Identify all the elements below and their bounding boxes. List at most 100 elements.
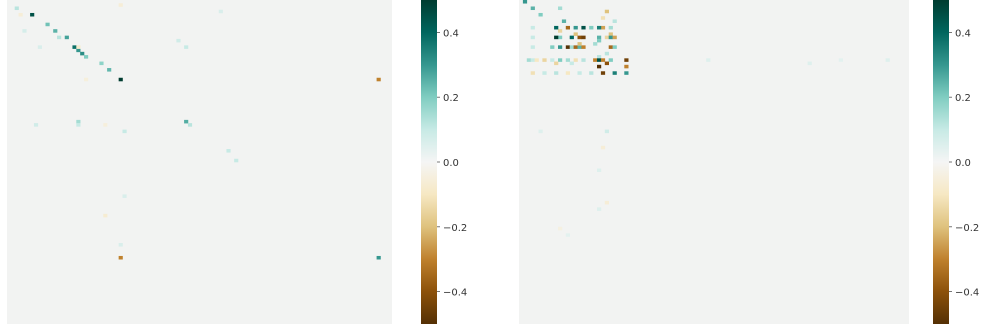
heatmap-cell [604, 51, 609, 56]
heatmap-cell [600, 145, 606, 150]
heatmap-cell [76, 119, 81, 124]
heatmap-cell [76, 48, 81, 53]
heatmap-cell [573, 25, 578, 30]
heatmap-cell [554, 25, 559, 30]
heatmap-cell [885, 58, 890, 62]
heatmap-cell [72, 45, 77, 49]
heatmap-cell [558, 58, 563, 62]
heatmap-cell [376, 77, 381, 82]
heatmap-cell [608, 25, 613, 30]
heatmap-cell [84, 77, 89, 82]
colorbar-tick-label: −0.2 [443, 223, 467, 234]
heatmap-cell [581, 58, 586, 62]
heatmap-cell [597, 58, 602, 62]
heatmap-cell [597, 207, 602, 211]
heatmap-cell [624, 71, 629, 75]
heatmap-cell [176, 38, 181, 43]
heatmap-cell [589, 71, 594, 75]
heatmap-cell [534, 58, 539, 62]
heatmap-cell [600, 25, 606, 30]
heatmap-cell [80, 51, 85, 56]
heatmap-cell [565, 58, 570, 62]
colorbar-tick-label: 0.2 [955, 93, 971, 104]
heatmap-cell [118, 77, 123, 82]
heatmap-cell [597, 168, 602, 173]
heatmap-cell [561, 19, 567, 23]
heatmap-cell [187, 123, 193, 127]
colorbar-tick-label: 0.0 [955, 158, 971, 169]
heatmap-cell [234, 158, 239, 163]
heatmap-cell [581, 45, 586, 49]
heatmap-cell [604, 200, 609, 205]
heatmap-cell [76, 123, 81, 127]
heatmap-cell [122, 129, 127, 134]
colorbar-tick-label: −0.4 [443, 288, 467, 299]
heatmap-cell [569, 61, 574, 66]
heatmap-cell [569, 45, 574, 49]
heatmap-cell [597, 38, 602, 43]
colorbar-tick-label: −0.2 [955, 223, 979, 234]
heatmap-cell [99, 61, 104, 66]
heatmap-cell [565, 45, 570, 49]
colorbar-tick-label: 0.2 [443, 93, 459, 104]
heatmap-cell [522, 0, 528, 4]
heatmap-right [519, 0, 909, 324]
colorbar-right: 0.4 0.2 0.0 −0.2 −0.4 [933, 0, 979, 324]
heatmap-cell [597, 25, 602, 30]
heatmap-cell [118, 255, 123, 260]
colorbar-left-bar [421, 0, 437, 324]
heatmap-cell [122, 194, 127, 198]
heatmap-cell [226, 149, 231, 153]
heatmap-cell [118, 3, 123, 7]
heatmap-cell [577, 35, 582, 40]
heatmap-right-cells [522, 0, 890, 237]
heatmap-cell [608, 45, 613, 49]
heatmap-cell [573, 58, 578, 62]
heatmap-cell [593, 58, 598, 62]
colorbar-right-ticks: 0.4 0.2 0.0 −0.2 −0.4 [949, 28, 979, 299]
heatmap-cell [30, 12, 35, 17]
heatmap-cell [597, 35, 602, 40]
heatmap-cell [593, 42, 598, 46]
heatmap-cell [14, 6, 19, 11]
heatmap-cell [706, 58, 711, 62]
heatmap-cell [807, 61, 812, 66]
heatmap-cell [184, 119, 189, 124]
heatmap-cell [554, 61, 559, 66]
heatmap-cell [577, 71, 582, 75]
heatmap-cell [538, 12, 543, 17]
heatmap-cell [18, 12, 23, 17]
heatmap-cell [530, 45, 535, 49]
heatmap-cell [577, 42, 582, 46]
colorbar-left-ticks: 0.4 0.2 0.0 −0.2 −0.4 [437, 28, 467, 299]
heatmap-cell [45, 22, 50, 27]
heatmap-cell [550, 58, 555, 62]
heatmap-cell [565, 233, 570, 237]
heatmap-cell [604, 35, 609, 40]
heatmap-cell [218, 9, 223, 14]
heatmap-cell [612, 71, 617, 75]
heatmap-cell [608, 35, 613, 40]
heatmap-cell [573, 32, 578, 36]
heatmap-cell [57, 35, 62, 40]
heatmap-cell [600, 16, 606, 20]
heatmap-cell [184, 45, 189, 49]
heatmap-cell [558, 35, 563, 40]
heatmap-cell [554, 71, 559, 75]
heatmap-cell [542, 58, 547, 62]
heatmap-cell [624, 58, 629, 62]
heatmap-cell [608, 58, 613, 62]
heatmap-cell [600, 58, 606, 62]
heatmap-left-background [7, 0, 392, 324]
heatmap-cell [103, 123, 108, 127]
heatmap-cell [600, 71, 606, 75]
heatmap-cell [37, 45, 42, 49]
heatmap-cell [530, 25, 535, 30]
heatmap-cell [558, 226, 563, 231]
heatmap-cell [597, 55, 602, 59]
heatmap-cell [526, 58, 531, 62]
heatmap-cell [624, 64, 629, 69]
heatmap-cell [64, 35, 69, 40]
heatmap-cell [22, 29, 27, 33]
